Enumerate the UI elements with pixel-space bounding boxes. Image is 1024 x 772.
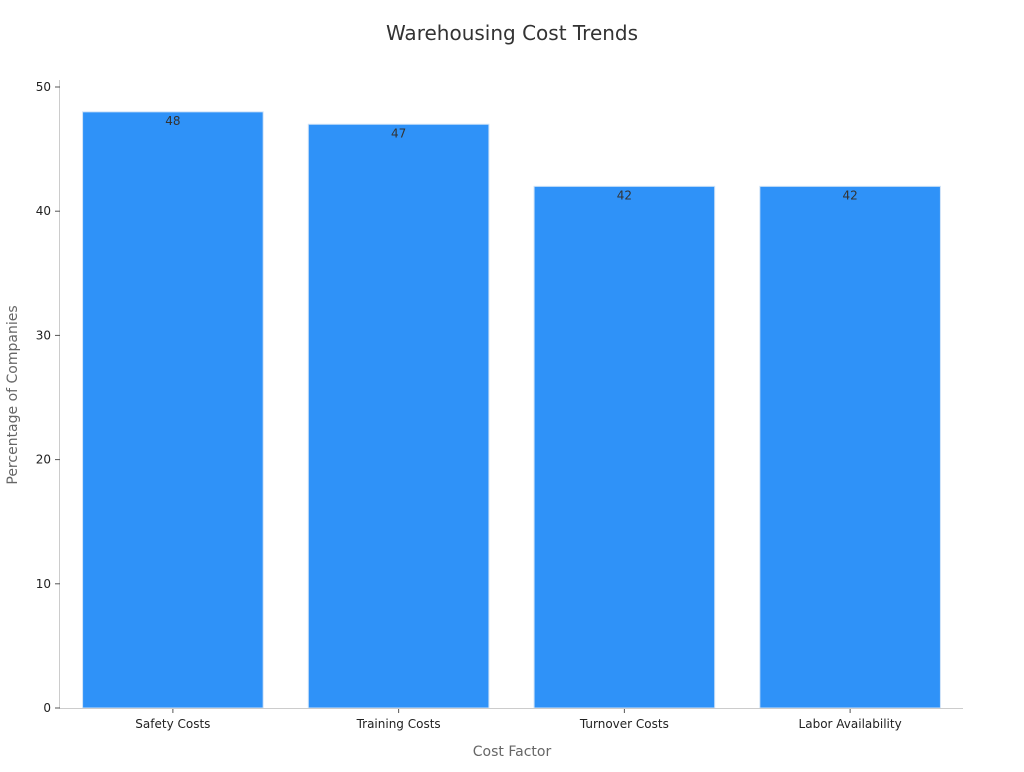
y-tick-label: 20 (36, 453, 51, 467)
x-tick-label: Training Costs (356, 717, 441, 731)
y-tick-label: 0 (43, 701, 51, 715)
y-axis-title: Percentage of Companies (5, 305, 21, 484)
data-label: 42 (617, 188, 632, 202)
x-axis-title: Cost Factor (473, 744, 552, 760)
x-tick-label: Safety Costs (135, 717, 210, 731)
data-label: 47 (391, 126, 406, 140)
x-tick-label: Labor Availability (799, 717, 902, 731)
bars-layer (82, 111, 941, 709)
chart-title: Warehousing Cost Trends (386, 21, 638, 45)
bar-turnover-costs (533, 185, 716, 709)
y-tick-label: 50 (36, 80, 51, 94)
bar-labor-availability (759, 185, 941, 709)
y-tick-label: 30 (36, 328, 51, 342)
labels-layer: 48 Safety Costs 47 Training Costs 42 Turnover… (36, 80, 902, 731)
axes-layer (55, 80, 963, 713)
data-label: 48 (165, 114, 180, 128)
y-tick-label: 10 (36, 577, 51, 591)
bar-safety-costs (82, 111, 264, 709)
x-tick-label: Turnover Costs (579, 717, 669, 731)
bar-training-costs (307, 123, 490, 709)
y-tick-label: 40 (36, 204, 51, 218)
data-label: 42 (842, 188, 857, 202)
